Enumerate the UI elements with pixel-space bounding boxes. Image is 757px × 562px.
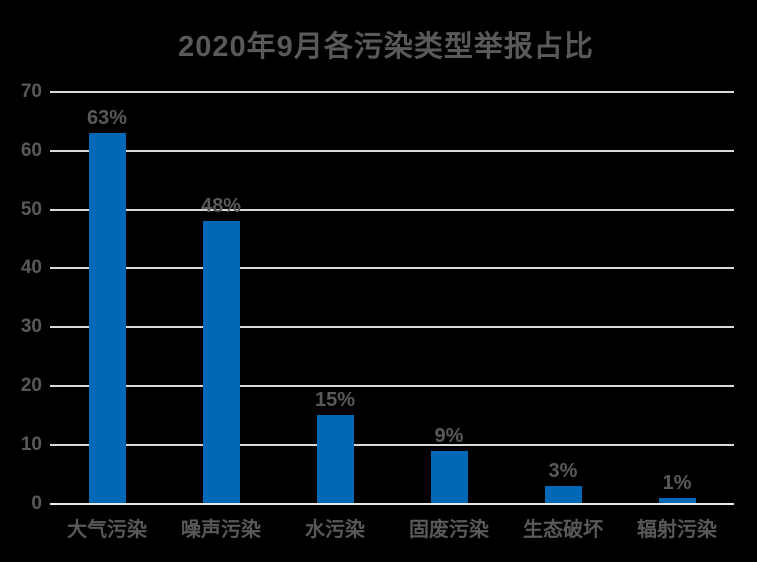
y-axis-tick-label: 50	[20, 198, 42, 220]
gridline	[50, 384, 734, 387]
y-axis-tick-label: 30	[20, 316, 42, 338]
x-axis-category-label: 生态破坏	[523, 519, 603, 541]
data-label: 63%	[86, 107, 128, 130]
bar-水污染	[316, 415, 354, 504]
data-label: 9%	[434, 424, 464, 447]
y-axis-tick-label: 0	[31, 492, 42, 514]
x-axis-category-label: 辐射污染	[637, 519, 717, 541]
x-axis-category-label: 大气污染	[67, 519, 147, 541]
bar-生态破坏	[544, 485, 582, 504]
y-axis-tick-label: 70	[20, 81, 42, 102]
x-axis-line	[50, 502, 734, 505]
y-axis-tick-label: 60	[20, 139, 42, 161]
data-label: 3%	[548, 459, 578, 482]
y-axis-tick-label: 20	[20, 374, 42, 396]
data-label: 15%	[314, 389, 356, 412]
chart-title: 2020年9月各污染类型举报占比	[178, 31, 594, 63]
x-axis-category-label: 固废污染	[409, 519, 489, 541]
bar-固废污染	[430, 450, 468, 504]
bar-大气污染	[88, 133, 126, 504]
gridline	[50, 326, 734, 329]
x-axis-category-label: 水污染	[305, 519, 365, 541]
gridline	[50, 149, 734, 152]
y-axis-tick-label: 40	[20, 257, 42, 279]
bar-噪声污染	[202, 221, 240, 504]
y-axis-tick-label: 10	[20, 433, 42, 455]
gridline	[50, 208, 734, 211]
gridline	[50, 267, 734, 270]
bar-辐射污染	[658, 497, 696, 504]
data-label: 48%	[200, 195, 242, 218]
data-label: 1%	[662, 471, 692, 494]
x-axis-category-label: 噪声污染	[181, 519, 261, 541]
gridline	[50, 91, 734, 93]
gridline	[50, 443, 734, 446]
